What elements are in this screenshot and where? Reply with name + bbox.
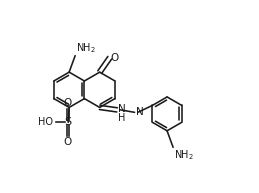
Text: O: O bbox=[64, 137, 72, 147]
Text: O: O bbox=[111, 53, 119, 63]
Text: S: S bbox=[65, 117, 72, 127]
Text: N: N bbox=[136, 107, 143, 117]
Text: N: N bbox=[118, 104, 126, 114]
Text: H: H bbox=[118, 113, 125, 123]
Text: HO: HO bbox=[38, 117, 53, 127]
Text: NH$_2$: NH$_2$ bbox=[174, 148, 194, 162]
Text: NH$_2$: NH$_2$ bbox=[76, 41, 96, 55]
Text: O: O bbox=[64, 98, 72, 108]
